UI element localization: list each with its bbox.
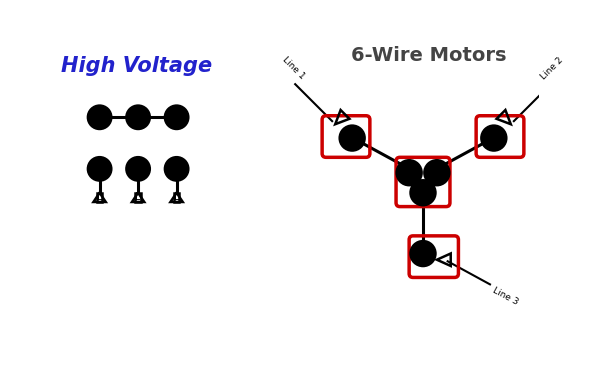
Circle shape bbox=[127, 158, 149, 180]
Circle shape bbox=[88, 106, 111, 129]
Circle shape bbox=[127, 106, 149, 129]
Text: 6-Wire Motors: 6-Wire Motors bbox=[352, 46, 507, 65]
Text: T6: T6 bbox=[170, 112, 184, 122]
Text: T6: T6 bbox=[416, 188, 430, 198]
Bar bbox=[136, 193, 141, 202]
Text: Line 1: Line 1 bbox=[281, 55, 307, 81]
Circle shape bbox=[410, 241, 436, 266]
Bar bbox=[97, 193, 102, 202]
Text: T2: T2 bbox=[486, 132, 502, 145]
Circle shape bbox=[482, 126, 506, 151]
Text: T2: T2 bbox=[131, 164, 145, 174]
Circle shape bbox=[410, 180, 436, 205]
Text: T3: T3 bbox=[415, 247, 431, 260]
Text: T1: T1 bbox=[92, 164, 107, 174]
Text: T3: T3 bbox=[170, 164, 184, 174]
Bar bbox=[174, 193, 179, 202]
Circle shape bbox=[425, 160, 449, 185]
Circle shape bbox=[165, 106, 188, 129]
Text: Line 2: Line 2 bbox=[539, 55, 565, 81]
Text: T4: T4 bbox=[92, 112, 107, 122]
Circle shape bbox=[88, 158, 111, 180]
Text: Line 3: Line 3 bbox=[491, 286, 520, 307]
Text: High Voltage: High Voltage bbox=[61, 56, 212, 76]
Text: T4: T4 bbox=[402, 168, 416, 178]
Circle shape bbox=[165, 158, 188, 180]
Text: L: L bbox=[136, 192, 141, 202]
Text: T5: T5 bbox=[131, 112, 145, 122]
Text: T1: T1 bbox=[344, 132, 360, 145]
Text: L: L bbox=[174, 192, 179, 202]
Text: L: L bbox=[97, 192, 103, 202]
Circle shape bbox=[340, 126, 364, 151]
Text: T5: T5 bbox=[430, 168, 444, 178]
Circle shape bbox=[397, 160, 421, 185]
